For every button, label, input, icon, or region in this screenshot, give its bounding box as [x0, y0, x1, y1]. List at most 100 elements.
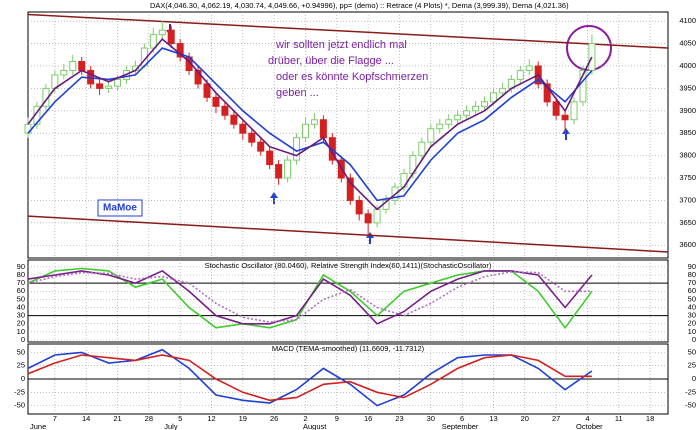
series-line [27, 354, 592, 402]
y-tick-label: 0 [21, 335, 25, 344]
candle-body [114, 78, 122, 87]
candle-body [158, 29, 166, 36]
y-tick-label: 0 [21, 374, 25, 383]
month-label: September [442, 422, 479, 430]
candle-body [472, 105, 480, 112]
candle-body [230, 114, 238, 125]
y-tick-label: 25 [17, 361, 25, 370]
candle-body [454, 114, 462, 121]
series-line [27, 348, 593, 407]
y-tick-label: 10 [17, 327, 25, 336]
y-tick-label: -25 [14, 387, 25, 396]
x-tick-label: 11 [615, 414, 623, 423]
candle-body [525, 65, 533, 71]
candle-body [248, 132, 256, 143]
series-line [27, 37, 593, 211]
candle-body [212, 96, 220, 107]
up-arrow [366, 232, 374, 244]
candle-body [463, 110, 471, 116]
candle-body [579, 69, 587, 103]
y-tick-label: 90 [17, 262, 25, 271]
y-tick-label: 30 [17, 311, 25, 320]
x-tick-label: 14 [82, 414, 90, 423]
up-arrow [562, 128, 570, 140]
annotation: wir sollten jetzt endlich mal [275, 39, 407, 51]
y-tick-label: 50 [688, 294, 696, 303]
y-tick-label: -50 [685, 401, 696, 410]
y-tick-label: 40 [17, 302, 25, 311]
panel-title: MACD (TEMA-smoothed) (11.6609, -11.7312) [272, 344, 425, 353]
x-tick-label: 7 [53, 414, 57, 423]
candle-body [167, 29, 175, 45]
candle-body [69, 61, 77, 71]
candle-body [78, 61, 86, 71]
y-tick-label: 10 [688, 327, 696, 336]
candle-body [60, 69, 68, 76]
candle-body [427, 128, 435, 143]
chart-title: DAX(4,046.30, 4,062.19, 4,030.74, 4,049.… [150, 1, 569, 10]
candle-body [418, 141, 426, 157]
x-tick-label: 4 [585, 414, 589, 423]
panel-title: Stochastic Oscillator (80.0460), Relativ… [205, 261, 492, 270]
candle-body [489, 92, 497, 103]
x-tick-label: 20 [521, 414, 529, 423]
candle-body [570, 101, 578, 121]
y-tick-label: 90 [688, 262, 696, 271]
x-tick-label: 9 [335, 414, 339, 423]
candle-body [552, 101, 560, 116]
y-tick-label: 20 [17, 319, 25, 328]
candle-body [257, 141, 265, 152]
stochastic-panel [27, 259, 669, 343]
y-tick-label: -50 [14, 401, 25, 410]
candle-body [364, 213, 372, 224]
candle-body [203, 83, 211, 98]
candle-body [436, 123, 444, 130]
month-label: October [576, 422, 603, 430]
trend-line [27, 215, 669, 253]
candle-body [105, 85, 113, 89]
y-tick-label: 0 [692, 335, 696, 344]
y-tick-label: 3950 [679, 83, 696, 92]
x-tick-label: 16 [364, 414, 372, 423]
x-tick-label: 27 [552, 414, 560, 423]
candle-body [445, 119, 453, 125]
candle-body [319, 119, 327, 139]
y-tick-label: 3700 [679, 195, 696, 204]
candle-body [149, 34, 157, 49]
x-tick-label: 13 [489, 414, 497, 423]
candle-body [543, 83, 551, 103]
x-tick-label: 30 [427, 414, 435, 423]
y-tick-label: 70 [688, 278, 696, 287]
candle-body [284, 159, 292, 179]
candle-body [481, 101, 489, 107]
x-tick-label: 18 [646, 414, 654, 423]
y-tick-label: 3600 [679, 240, 696, 249]
y-tick-label: 3800 [679, 151, 696, 160]
y-tick-label: 50 [17, 294, 25, 303]
candle-body [498, 87, 506, 94]
y-tick-label: 25 [688, 361, 696, 370]
y-tick-label: 60 [17, 286, 25, 295]
y-tick-label: 4050 [679, 39, 696, 48]
y-tick-label: 3900 [679, 106, 696, 115]
y-tick-label: 0 [692, 374, 696, 383]
month-label: June [30, 422, 46, 430]
candle-body [275, 164, 283, 179]
y-tick-label: 70 [17, 278, 25, 287]
y-tick-label: 50 [17, 347, 25, 356]
y-tick-label: 3650 [679, 218, 696, 227]
candle-body [221, 105, 229, 116]
x-tick-label: 5 [178, 414, 182, 423]
y-tick-label: 30 [688, 311, 696, 320]
x-tick-label: 28 [145, 414, 153, 423]
x-tick-label: 21 [113, 414, 121, 423]
y-tick-label: 20 [688, 319, 696, 328]
candle-body [355, 199, 363, 215]
candle-body [301, 123, 309, 139]
y-tick-label: 80 [17, 270, 25, 279]
trend-line [27, 13, 669, 49]
y-tick-label: 4100 [679, 16, 696, 25]
x-tick-label: 26 [270, 414, 278, 423]
label-box [97, 199, 143, 217]
